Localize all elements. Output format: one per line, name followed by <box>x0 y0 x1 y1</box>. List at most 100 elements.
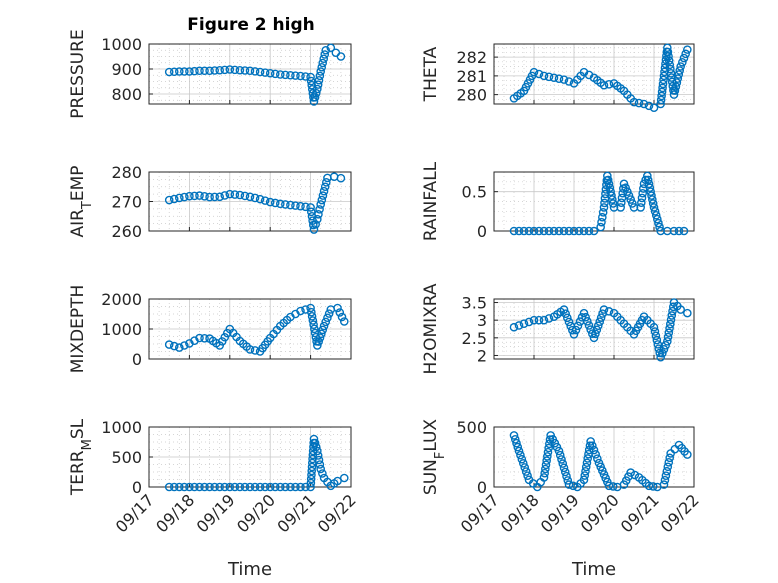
data-point <box>649 322 659 332</box>
subplot-h2omixra: 22.533.5 H2OMIXRA <box>421 283 695 375</box>
data-point <box>514 226 524 236</box>
data-point <box>323 313 332 323</box>
data-point <box>308 316 318 325</box>
data-point <box>581 466 590 476</box>
data-point <box>509 322 519 332</box>
data-point <box>306 203 315 212</box>
data-point <box>245 345 255 354</box>
y-tick-label: 0 <box>477 478 487 497</box>
data-point <box>310 328 320 338</box>
data-point <box>245 482 255 492</box>
data-point <box>604 80 614 89</box>
data-point <box>174 343 184 352</box>
y-axis-label: SUNFLUX <box>421 419 448 496</box>
data-point <box>169 67 179 77</box>
data-point <box>255 67 265 77</box>
data-point <box>597 217 606 227</box>
data-point <box>174 482 184 492</box>
data-point <box>630 470 640 480</box>
data-point <box>558 459 568 468</box>
data-point <box>250 193 260 203</box>
data-point <box>648 199 658 208</box>
data-point <box>220 65 230 75</box>
data-point <box>656 99 665 109</box>
data-point <box>286 200 295 210</box>
data-point <box>657 91 666 101</box>
data-point <box>664 458 674 467</box>
data-point <box>180 67 189 76</box>
axes-frame <box>148 43 352 105</box>
y-tick-label: 270 <box>111 193 142 212</box>
data-point <box>559 75 569 84</box>
data-point <box>245 192 255 202</box>
data-point <box>571 325 581 335</box>
data-point <box>600 198 609 208</box>
data-point <box>673 74 683 83</box>
data-point <box>185 67 194 76</box>
data-point <box>319 186 329 196</box>
data-point <box>564 317 574 327</box>
series-markers <box>509 171 689 236</box>
data-point <box>583 317 592 326</box>
data-point <box>169 482 179 492</box>
data-point <box>583 454 593 463</box>
data-point <box>314 455 324 465</box>
data-point <box>605 183 615 193</box>
data-point <box>164 195 174 205</box>
data-point <box>200 192 209 201</box>
data-point <box>604 307 614 316</box>
y-tick-label: 500 <box>111 448 142 467</box>
data-point <box>250 67 260 76</box>
data-point <box>663 47 673 57</box>
data-point <box>665 60 675 70</box>
data-point <box>319 321 329 331</box>
data-point <box>275 70 285 79</box>
data-point <box>215 65 224 75</box>
data-point <box>516 450 525 460</box>
data-point <box>649 203 659 212</box>
data-point <box>310 438 320 448</box>
data-point <box>626 195 635 204</box>
data-point <box>313 84 322 94</box>
figure-title: Figure 2 high <box>187 15 315 35</box>
data-point <box>674 70 684 79</box>
data-point <box>637 193 647 203</box>
data-point <box>559 305 569 314</box>
data-point <box>564 77 574 86</box>
series-markers <box>509 43 692 113</box>
data-point <box>666 69 676 78</box>
data-point <box>291 71 300 80</box>
data-point <box>316 200 326 209</box>
data-point <box>514 446 524 456</box>
data-point <box>683 450 692 459</box>
data-point <box>539 315 549 325</box>
data-point <box>544 314 554 323</box>
data-point <box>275 199 285 209</box>
data-point <box>250 482 260 492</box>
data-point <box>568 325 577 335</box>
data-point <box>317 62 327 72</box>
data-point <box>573 321 583 331</box>
data-point <box>650 207 660 216</box>
data-point <box>190 482 199 492</box>
data-point <box>230 65 240 75</box>
data-point <box>225 65 235 74</box>
data-point <box>665 453 675 463</box>
data-point <box>654 218 663 228</box>
data-point <box>678 57 687 67</box>
y-axis-label: MIXDEPTH <box>68 285 88 374</box>
data-point <box>310 93 320 102</box>
data-point <box>608 195 617 204</box>
data-point <box>164 482 174 492</box>
data-point <box>307 312 317 321</box>
y-tick-label: 3 <box>477 311 487 330</box>
axes-frame <box>493 426 695 488</box>
data-point <box>604 481 614 491</box>
data-point <box>656 95 666 105</box>
data-point <box>301 72 310 81</box>
data-point <box>309 97 319 106</box>
y-tick-label: 282 <box>456 48 487 67</box>
data-point <box>582 458 592 468</box>
data-point <box>581 462 591 472</box>
data-point <box>296 306 305 316</box>
